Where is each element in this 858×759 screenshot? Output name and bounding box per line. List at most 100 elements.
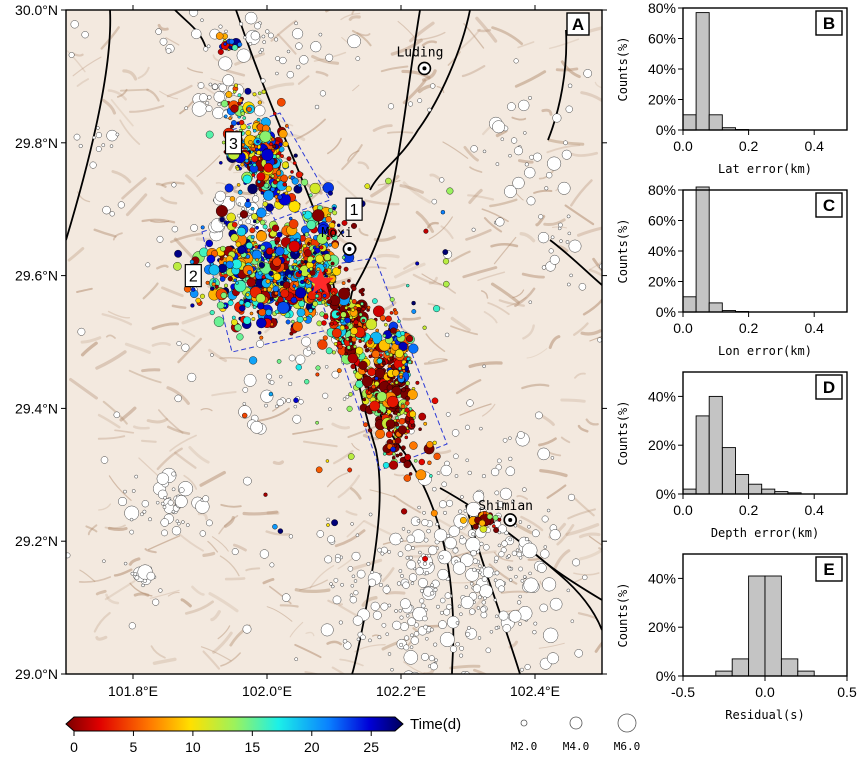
background-event <box>245 218 252 225</box>
background-event <box>131 489 136 493</box>
aftershock <box>442 249 449 256</box>
aftershock <box>285 319 291 325</box>
relief-ridge <box>66 50 86 73</box>
aftershock <box>223 42 227 46</box>
background-event <box>333 577 339 583</box>
background-event <box>464 424 471 430</box>
relief-ridge <box>425 333 446 352</box>
relief-ridge <box>196 155 221 177</box>
background-event <box>401 527 406 531</box>
relief-ridge <box>520 515 544 532</box>
panel-label-box <box>815 556 843 582</box>
aftershock <box>285 185 292 192</box>
magnitude-size-legend: M2.0 M4.0 M6.0 <box>511 713 640 753</box>
background-event <box>165 47 172 54</box>
relief-ridge <box>150 645 166 659</box>
aftershock <box>330 261 335 266</box>
background-event <box>518 99 530 112</box>
relief-ridge <box>220 652 241 667</box>
background-event <box>567 231 572 236</box>
background-event <box>163 496 167 500</box>
background-event <box>482 364 486 369</box>
aftershock <box>389 356 394 361</box>
background-event <box>181 343 190 352</box>
aftershock <box>405 380 411 386</box>
aftershock <box>238 299 245 306</box>
aftershock <box>350 327 358 335</box>
aftershock <box>215 32 224 40</box>
aftershock <box>379 353 383 358</box>
aftershock <box>358 312 363 317</box>
aftershock <box>324 268 328 273</box>
relief-ridge <box>577 612 597 620</box>
background-event <box>538 214 544 220</box>
aftershock <box>277 301 290 314</box>
aftershock <box>399 456 406 463</box>
cluster-label-box <box>345 197 363 221</box>
relief-ridge <box>219 357 248 361</box>
aftershock <box>364 183 371 189</box>
background-event <box>242 387 249 393</box>
aftershock <box>236 183 241 187</box>
aftershock <box>276 359 282 364</box>
aftershock <box>326 523 330 527</box>
background-event <box>452 561 466 575</box>
background-event <box>528 300 533 304</box>
background-event <box>406 559 416 570</box>
aftershock <box>252 128 257 133</box>
legend-label-m2: M2.0 <box>511 740 538 753</box>
background-event <box>443 608 451 616</box>
aftershock <box>278 129 288 139</box>
background-event <box>455 621 460 625</box>
background-event <box>550 235 555 240</box>
aftershock <box>246 248 251 253</box>
aftershock <box>261 89 266 95</box>
background-event <box>459 612 463 616</box>
background-event <box>343 641 352 650</box>
aftershock <box>245 292 250 297</box>
aftershock <box>230 104 239 113</box>
aftershock <box>206 254 216 264</box>
relief-ridge <box>468 188 483 204</box>
aftershock <box>263 182 270 189</box>
relief-ridge <box>334 529 366 548</box>
aftershock <box>400 330 406 336</box>
background-event <box>140 512 144 517</box>
aftershock <box>301 178 309 186</box>
relief-ridge <box>543 218 566 226</box>
background-event <box>542 577 557 592</box>
background-event <box>288 354 296 362</box>
y-tick-label: 60% <box>648 31 676 47</box>
aftershock <box>205 280 210 285</box>
aftershock <box>418 427 422 432</box>
x-tick-label: 0.4 <box>804 320 824 336</box>
aftershock <box>331 234 338 241</box>
relief-ridge <box>481 208 509 223</box>
relief-ridge <box>574 372 586 379</box>
background-event <box>479 541 484 547</box>
background-event <box>533 621 538 626</box>
colorbar-tick-label: 5 <box>130 739 138 755</box>
relief-ridge <box>152 657 177 665</box>
relief-ridge <box>548 335 561 349</box>
background-event <box>279 56 287 65</box>
background-event <box>159 37 168 46</box>
background-event <box>332 595 342 605</box>
background-event <box>275 404 279 409</box>
aftershock <box>276 190 281 194</box>
aftershock <box>371 350 380 359</box>
relief-ridge <box>393 473 405 477</box>
background-event <box>566 282 571 287</box>
mainshock-epicenter <box>307 268 334 294</box>
aftershock <box>315 294 320 299</box>
background-event <box>155 500 160 505</box>
background-event <box>480 606 487 613</box>
background-event <box>508 153 512 158</box>
relief-ridge <box>570 151 599 157</box>
background-event <box>360 634 366 641</box>
relief-ridge <box>101 313 133 326</box>
relief-ridge <box>511 116 527 121</box>
background-event <box>570 619 575 623</box>
background-event <box>268 32 274 39</box>
relief-ridge <box>72 56 102 77</box>
